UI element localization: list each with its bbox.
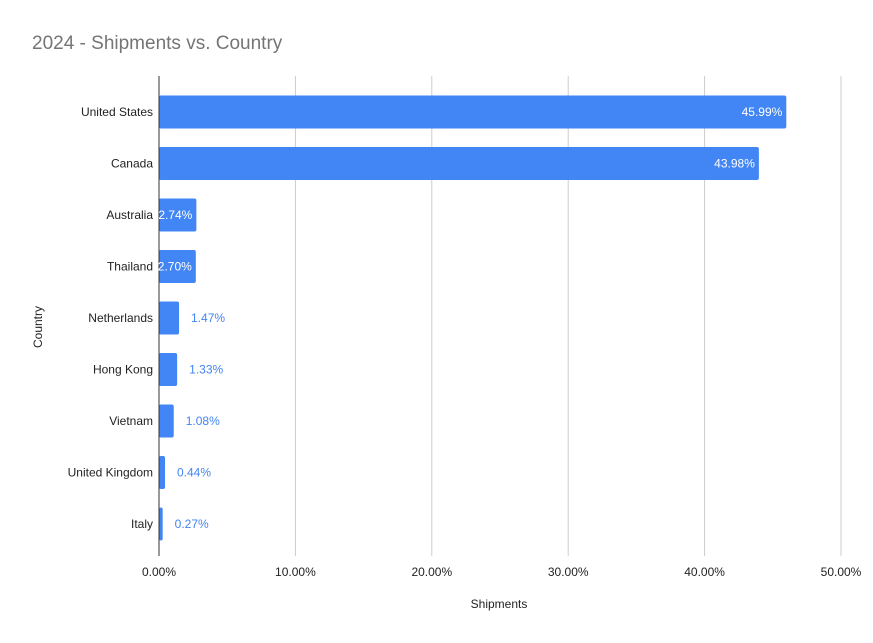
data-label: 0.27%	[175, 517, 209, 531]
y-tick-label: Canada	[111, 157, 153, 171]
data-label: 2.70%	[158, 260, 192, 274]
data-label: 2.74%	[158, 208, 192, 222]
bar	[159, 301, 180, 335]
y-axis-title: Country	[31, 306, 45, 348]
gridlines	[294, 76, 842, 556]
bar	[159, 250, 196, 283]
chart-title: 2024 - Shipments vs. Country	[32, 33, 283, 54]
bar	[159, 147, 759, 180]
x-tick-label: 0.00%	[142, 565, 176, 579]
bar	[159, 507, 163, 541]
data-labels: 45.99% 43.98% 2.74% 2.70% 1.47% 1.33% 1.08% 0.4…	[158, 105, 783, 531]
data-label: 43.98%	[714, 157, 755, 171]
y-tick-label: United Kingdom	[68, 466, 153, 480]
y-tick-label: Hong Kong	[93, 363, 153, 377]
bar	[159, 404, 174, 438]
bar	[159, 198, 197, 232]
data-label: 45.99%	[742, 105, 783, 119]
bar	[159, 456, 166, 489]
x-axis-tick-labels: 0.00% 10.00% 20.00% 30.00% 40.00% 50.00%	[142, 565, 862, 579]
x-tick-label: 40.00%	[684, 565, 725, 579]
y-tick-label: Netherlands	[88, 311, 153, 325]
bars	[158, 76, 787, 556]
y-axis-tick-labels: United States Canada Australia Thailand Neth…	[68, 105, 154, 531]
y-tick-label: Vietnam	[109, 414, 153, 428]
bar	[159, 353, 178, 386]
data-label: 1.08%	[186, 414, 220, 428]
x-tick-label: 50.00%	[821, 565, 862, 579]
y-tick-label: Thailand	[107, 260, 153, 274]
y-tick-label: Australia	[106, 208, 153, 222]
x-tick-label: 30.00%	[548, 565, 589, 579]
y-tick-label: Italy	[131, 517, 153, 531]
bar	[159, 95, 787, 129]
data-label: 1.47%	[191, 311, 225, 325]
x-axis-title: Shipments	[471, 597, 528, 611]
x-tick-label: 20.00%	[411, 565, 452, 579]
y-tick-label: United States	[81, 105, 153, 119]
data-label: 1.33%	[189, 363, 223, 377]
x-tick-label: 10.00%	[275, 565, 316, 579]
data-label: 0.44%	[177, 466, 211, 480]
